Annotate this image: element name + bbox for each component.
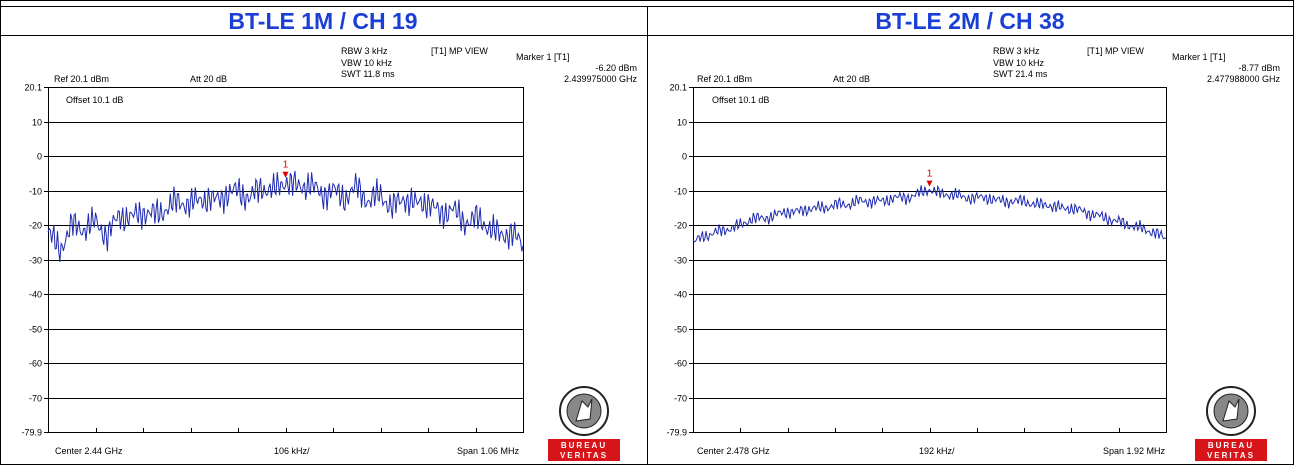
y-tick-label: -30 xyxy=(29,256,42,266)
marker-number: 1 xyxy=(283,160,289,171)
y-tick-label: -50 xyxy=(29,325,42,335)
y-tick-label: 20.1 xyxy=(24,83,42,93)
vbw-label: VBW 10 kHz xyxy=(993,58,1045,68)
chart-panel-right: RBW 3 kHz VBW 10 kHz SWT 21.4 ms [T1] MP… xyxy=(666,46,1280,461)
panel-header-right: BT-LE 2M / CH 38 xyxy=(875,8,1064,34)
y-tick-label: -20 xyxy=(674,221,687,231)
vbw-label: VBW 10 kHz xyxy=(341,58,393,68)
center-frequency-label: Center 2.44 GHz xyxy=(55,446,123,456)
y-tick-label: -70 xyxy=(674,394,687,404)
y-tick-label: -50 xyxy=(674,325,687,335)
marker-title: Marker 1 [T1] xyxy=(1172,52,1226,62)
marker-level: -8.77 dBm xyxy=(1238,63,1280,73)
logo-text-top: BUREAU xyxy=(1208,441,1254,450)
span-label: Span 1.06 MHz xyxy=(457,446,520,456)
marker-number: 1 xyxy=(927,169,933,180)
bureau-veritas-logo: BUREAU VERITAS xyxy=(548,386,620,461)
y-tick-label: 0 xyxy=(682,152,687,162)
y-tick-label: -70 xyxy=(29,394,42,404)
per-division-label: 106 kHz/ xyxy=(274,446,310,456)
marker-triangle xyxy=(282,171,289,178)
y-tick-label: 20.1 xyxy=(669,83,687,93)
plot-area-left: 20.1 10 0 -10 -20 -30 -40 -50 -60 -70 -79.9 1 xyxy=(21,83,524,438)
y-tick-label: 10 xyxy=(32,118,42,128)
y-tick-label: -79.9 xyxy=(21,428,42,438)
swt-label: SWT 21.4 ms xyxy=(993,69,1048,79)
y-tick-label: 0 xyxy=(37,152,42,162)
per-division-label: 192 kHz/ xyxy=(919,446,955,456)
logo-text-bottom: VERITAS xyxy=(560,451,608,460)
marker-triangle xyxy=(926,180,933,187)
rbw-label: RBW 3 kHz xyxy=(993,46,1040,56)
marker-title: Marker 1 [T1] xyxy=(516,52,570,62)
y-tick-label: -20 xyxy=(29,221,42,231)
marker-level: -6.20 dBm xyxy=(595,63,637,73)
ref-level-label: Ref 20.1 dBm xyxy=(697,74,752,84)
y-tick-label: 10 xyxy=(677,118,687,128)
y-tick-label: -40 xyxy=(29,290,42,300)
attenuation-label: Att 20 dB xyxy=(190,74,227,84)
offset-label: Offset 10.1 dB xyxy=(66,95,123,105)
offset-label: Offset 10.1 dB xyxy=(712,95,769,105)
y-tick-label: -79.9 xyxy=(666,428,687,438)
chart-panel-left: RBW 3 kHz VBW 10 kHz SWT 11.8 ms [T1] MP… xyxy=(21,46,637,461)
panel-header-left: BT-LE 1M / CH 19 xyxy=(228,8,417,34)
spectrum-trace xyxy=(692,184,1167,243)
rbw-label: RBW 3 kHz xyxy=(341,46,388,56)
marker-frequency: 2.439975000 GHz xyxy=(564,74,638,84)
plot-area-right: 20.1 10 0 -10 -20 -30 -40 -50 -60 -70 -79.9 1 xyxy=(666,83,1167,438)
swt-label: SWT 11.8 ms xyxy=(341,69,395,79)
bureau-veritas-logo: BUREAU VERITAS xyxy=(1195,386,1267,461)
y-tick-label: -60 xyxy=(674,359,687,369)
logo-text-bottom: VERITAS xyxy=(1207,451,1255,460)
trace-label: [T1] MP VIEW xyxy=(1087,46,1144,56)
y-tick-label: -10 xyxy=(674,187,687,197)
ref-level-label: Ref 20.1 dBm xyxy=(54,74,109,84)
y-tick-label: -40 xyxy=(674,290,687,300)
y-tick-label: -10 xyxy=(29,187,42,197)
center-frequency-label: Center 2.478 GHz xyxy=(697,446,770,456)
span-label: Span 1.92 MHz xyxy=(1103,446,1166,456)
trace-label: [T1] MP VIEW xyxy=(431,46,488,56)
y-tick-label: -60 xyxy=(29,359,42,369)
spectrum-trace xyxy=(47,170,524,263)
attenuation-label: Att 20 dB xyxy=(833,74,870,84)
y-tick-label: -30 xyxy=(674,256,687,266)
marker-frequency: 2.477988000 GHz xyxy=(1207,74,1281,84)
logo-text-top: BUREAU xyxy=(561,441,607,450)
